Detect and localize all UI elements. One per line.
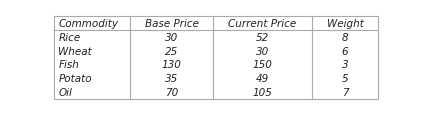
Text: Rice: Rice [58,33,81,43]
Text: Base Price: Base Price [145,19,199,29]
Text: Potato: Potato [58,73,92,83]
Text: Weight: Weight [327,19,363,29]
Text: 6: 6 [342,46,348,56]
Text: 52: 52 [256,33,269,43]
Text: Oil: Oil [58,87,72,97]
Text: 7: 7 [342,87,348,97]
Text: 30: 30 [256,46,269,56]
Text: 3: 3 [342,60,348,70]
Text: 150: 150 [252,60,272,70]
Text: 35: 35 [165,73,179,83]
Text: 5: 5 [342,73,348,83]
Text: Commodity: Commodity [58,19,118,29]
Text: 25: 25 [165,46,179,56]
Text: 70: 70 [165,87,179,97]
Text: Current Price: Current Price [228,19,297,29]
Text: 49: 49 [256,73,269,83]
Text: Wheat: Wheat [58,46,92,56]
Text: 30: 30 [165,33,179,43]
Text: 8: 8 [342,33,348,43]
Text: 105: 105 [252,87,272,97]
Text: 130: 130 [162,60,182,70]
Text: Fish: Fish [58,60,79,70]
